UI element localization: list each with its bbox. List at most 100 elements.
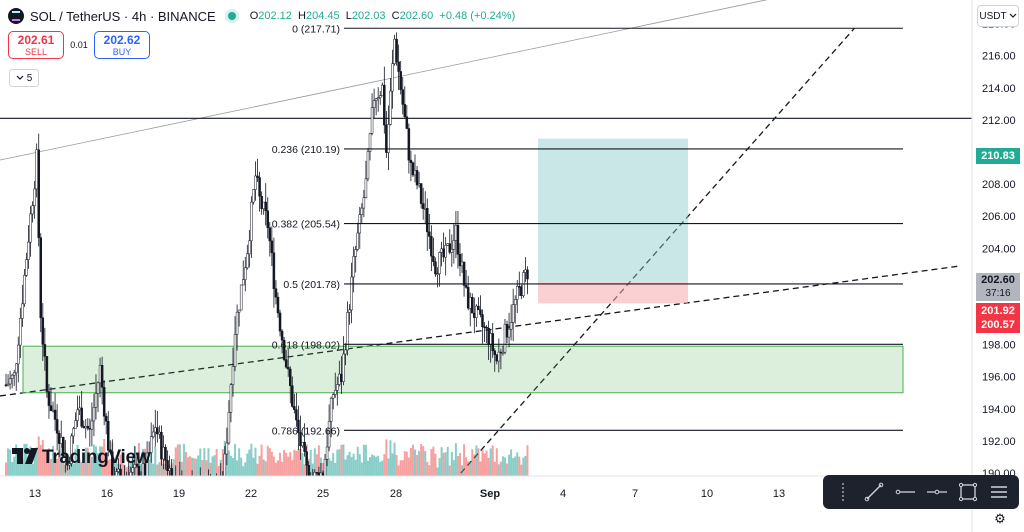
candle-body — [216, 484, 218, 490]
volume-bar — [193, 458, 196, 476]
candle-body — [104, 415, 108, 422]
candle-body — [338, 373, 341, 385]
volume-bar — [33, 449, 36, 476]
candle-body — [25, 259, 28, 276]
volume-bar — [115, 455, 118, 476]
profit-zone[interactable] — [538, 138, 688, 282]
volume-bar — [377, 455, 380, 476]
trendline-icon[interactable] — [862, 480, 886, 504]
volume-bar — [385, 439, 388, 476]
symbol-title[interactable]: SOL / TetherUS · 4h · BINANCE — [30, 8, 216, 24]
sell-button[interactable]: 202.61 SELL — [8, 31, 64, 59]
volume-bar — [303, 464, 306, 476]
volume-bar — [501, 456, 504, 476]
horizontal-line-icon[interactable] — [925, 480, 949, 504]
volume-bar — [512, 458, 515, 476]
candle-body — [197, 493, 199, 497]
demand-zone-rect[interactable] — [22, 345, 904, 394]
horizontal-ray-icon[interactable] — [893, 480, 917, 504]
volume-bar — [350, 456, 353, 476]
trendline[interactable] — [0, 265, 961, 397]
volume-bar — [366, 460, 369, 476]
candle-body — [370, 107, 374, 134]
more-tools-icon[interactable] — [987, 480, 1011, 504]
candle-body — [374, 98, 378, 101]
candle-body — [123, 475, 126, 476]
volume-bar — [481, 449, 484, 476]
trendline[interactable] — [460, 27, 855, 474]
time-tick-label: 10 — [701, 488, 713, 500]
buy-button[interactable]: 202.62 BUY — [94, 31, 150, 59]
candle-body — [297, 419, 300, 433]
volume-bar — [401, 460, 404, 476]
volume-bar — [199, 448, 202, 476]
gear-icon[interactable]: ⚙ — [994, 511, 1006, 526]
candle-body — [356, 232, 359, 250]
volume-bar — [295, 450, 298, 476]
open-value: 202.12 — [258, 10, 292, 22]
price-tick-label: 212.00 — [982, 115, 1016, 127]
volume-bar — [52, 446, 55, 476]
volume-bar — [82, 454, 85, 476]
volume-bar — [348, 451, 351, 476]
candle-body — [47, 391, 51, 406]
volume-bar — [524, 456, 527, 476]
volume-bar — [342, 444, 345, 476]
currency-select[interactable]: USDT — [977, 5, 1019, 27]
candle-body — [274, 288, 278, 298]
high-value: 204.45 — [305, 10, 340, 22]
trendline[interactable] — [0, 0, 960, 161]
candle-body — [37, 149, 40, 238]
volume-bar — [403, 451, 406, 476]
volume-bar — [76, 444, 79, 476]
candle-body — [464, 285, 468, 288]
candle-body — [458, 254, 462, 267]
volume-bar — [178, 444, 181, 476]
time-tick-label: 19 — [173, 488, 185, 500]
volume-bar — [250, 443, 253, 476]
candle-body — [111, 451, 114, 476]
volume-bar — [475, 445, 478, 476]
volume-bar — [301, 453, 304, 476]
volume-bar — [139, 463, 142, 476]
loss-zone[interactable] — [538, 281, 688, 304]
volume-bar — [473, 454, 476, 476]
volume-bar — [383, 454, 386, 476]
candle-body — [475, 305, 478, 318]
candle-body — [258, 177, 261, 197]
indicators-toggle[interactable]: 5 — [9, 69, 39, 87]
volume-bar — [375, 456, 378, 476]
volume-bar — [313, 448, 316, 476]
volume-bar — [354, 459, 357, 476]
volume-bar — [60, 448, 63, 476]
volume-bar — [387, 458, 390, 476]
candle-body — [378, 95, 382, 98]
rectangle-icon[interactable] — [956, 480, 980, 504]
tradingview-logo[interactable]: TradingView — [12, 447, 151, 469]
candle-body — [195, 498, 197, 499]
volume-bar — [389, 440, 392, 476]
candle-body — [284, 359, 288, 368]
volume-bar — [424, 451, 427, 476]
candle-body — [421, 203, 425, 209]
volume-bar — [356, 446, 359, 476]
drag-handle-icon[interactable] — [831, 480, 855, 504]
volume-bar — [432, 446, 435, 476]
volume-bar — [258, 455, 261, 476]
volume-bar — [279, 452, 282, 476]
volume-bar — [262, 459, 265, 476]
candle-body — [407, 128, 411, 161]
indicators-count: 5 — [26, 72, 33, 84]
candle-body — [315, 472, 319, 474]
fib-level-label: 0.786 (192.66) — [272, 425, 340, 437]
volume-bar — [454, 443, 457, 476]
volume-bar — [240, 457, 243, 476]
volume-bar — [483, 453, 486, 476]
volume-bar — [287, 456, 290, 476]
candle-body — [100, 365, 104, 388]
candle-body — [362, 197, 366, 209]
candle-body — [175, 478, 177, 483]
low-value: 202.03 — [351, 10, 386, 22]
candle-body — [436, 273, 439, 275]
